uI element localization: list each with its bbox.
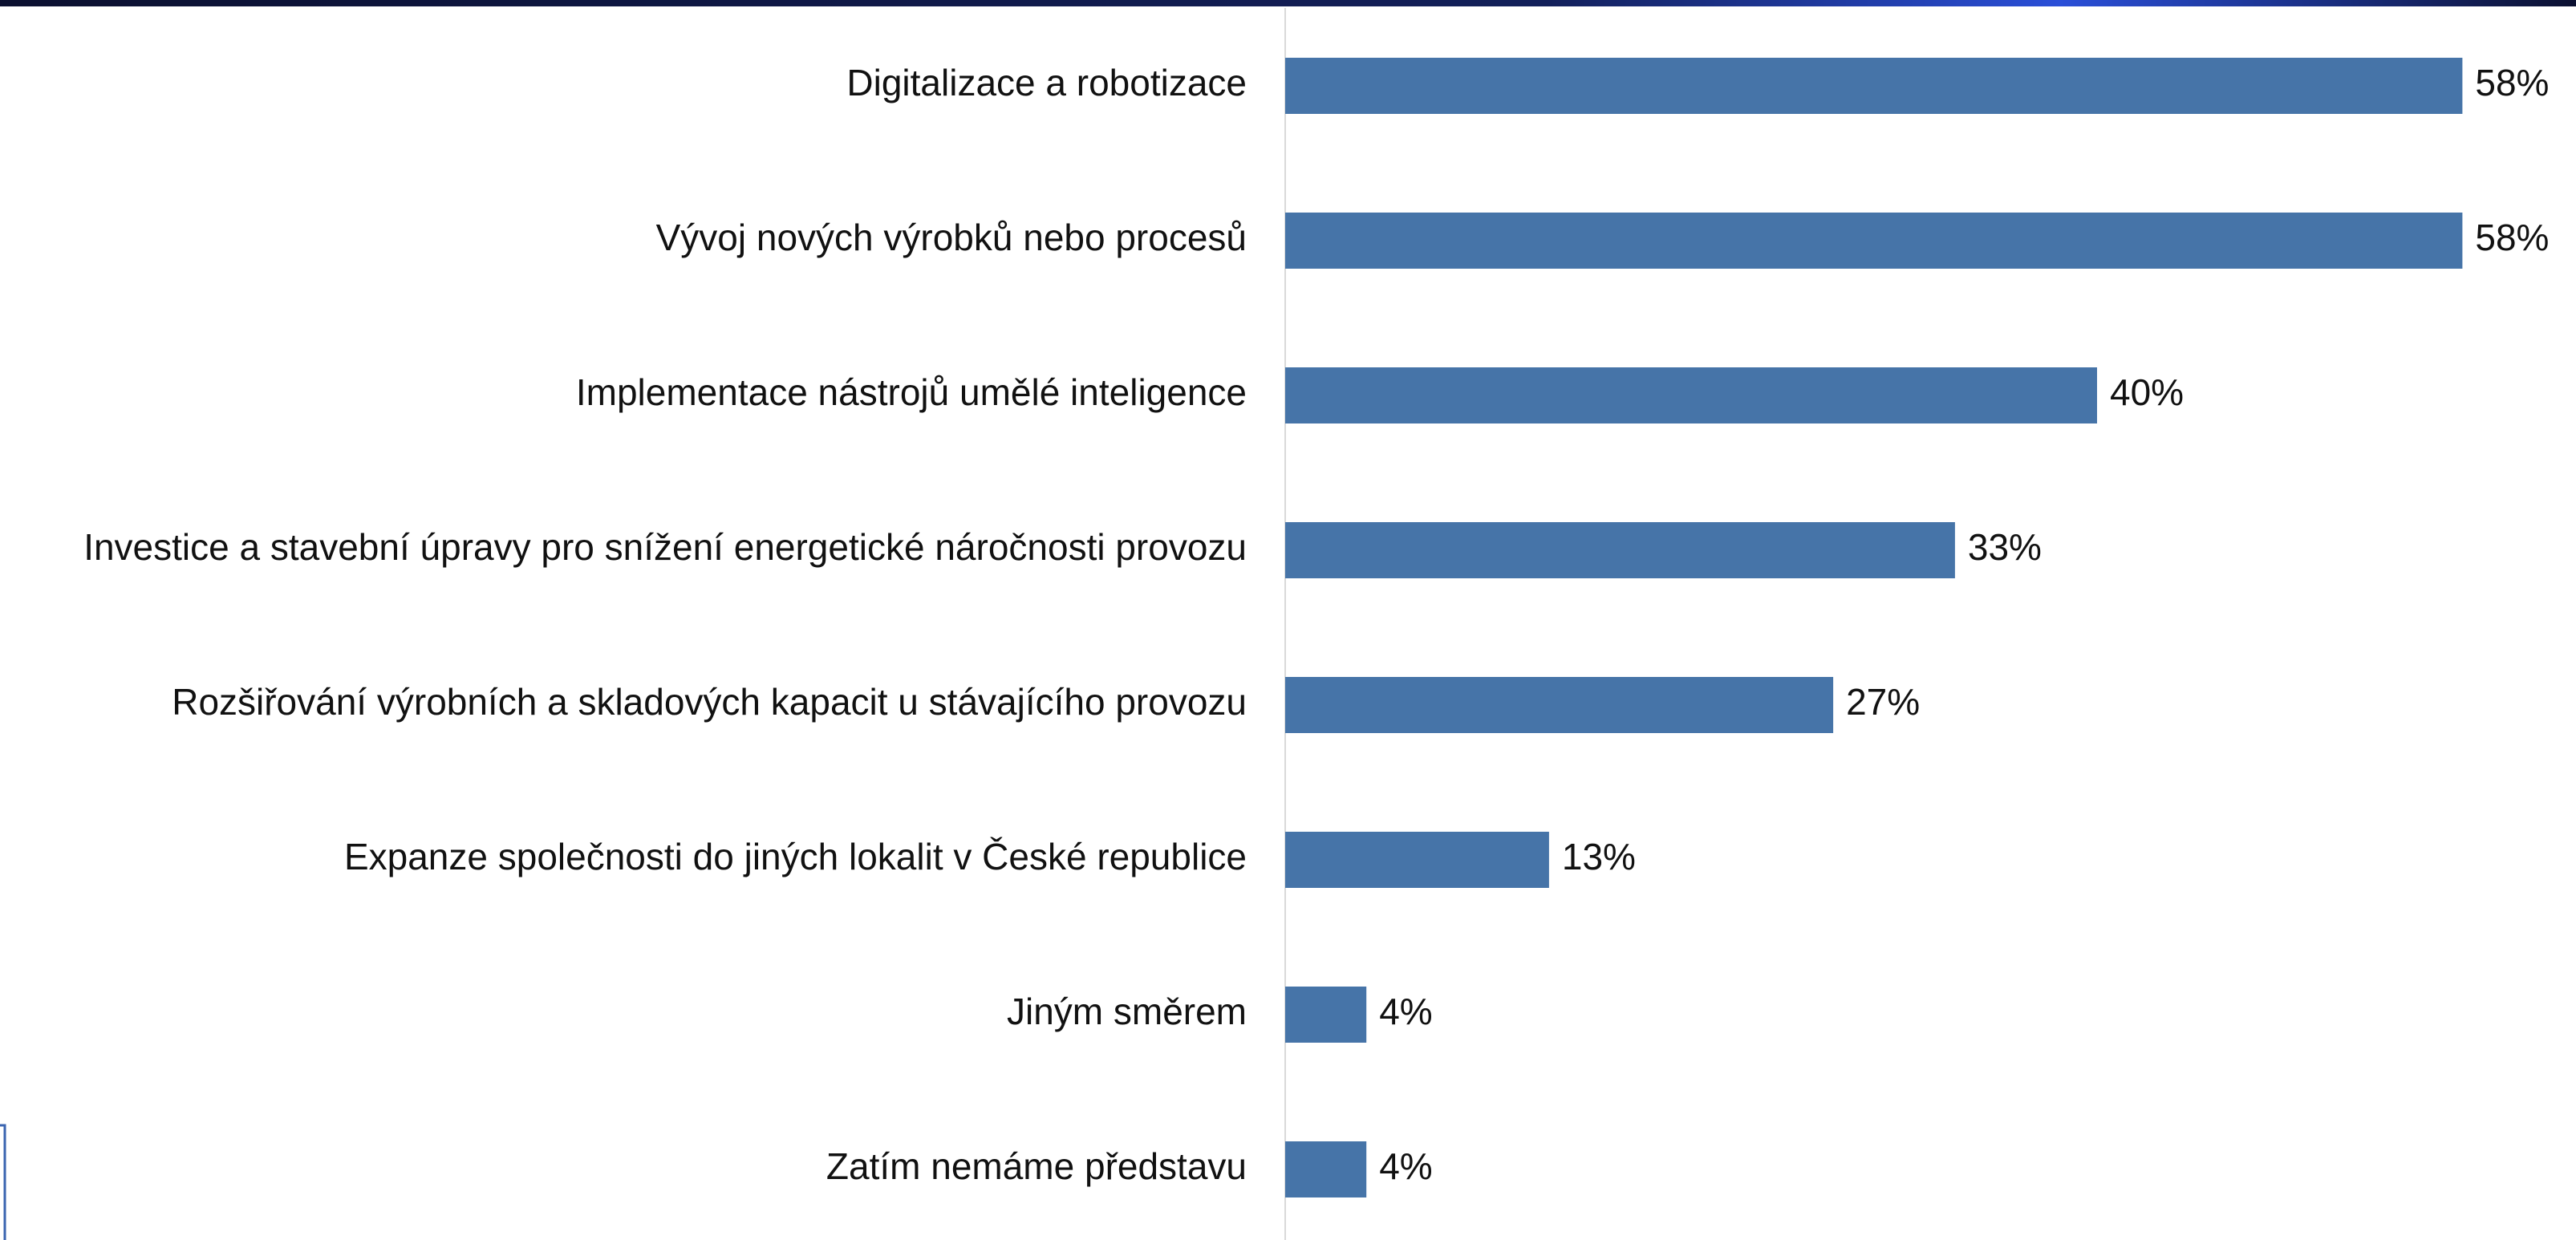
frame-fragment (0, 1124, 6, 1240)
bar (1285, 832, 1549, 888)
category-label: Vývoj nových výrobků nebo procesů (656, 217, 1247, 258)
value-label: 40% (2110, 371, 2184, 413)
value-label: 58% (2475, 217, 2549, 258)
value-label: 58% (2475, 62, 2549, 103)
bar (1285, 367, 2097, 423)
value-label: 27% (1846, 681, 1920, 723)
bar (1285, 1141, 1367, 1197)
category-label: Jiným směrem (1007, 991, 1247, 1032)
value-label: 13% (1562, 836, 1636, 877)
category-label: Rozšiřování výrobních a skladových kapac… (172, 681, 1247, 723)
value-label: 33% (1968, 526, 2042, 568)
category-label: Digitalizace a robotizace (846, 62, 1247, 103)
category-label: Zatím nemáme představu (826, 1145, 1247, 1187)
category-label: Expanze společnosti do jiných lokalit v … (344, 836, 1247, 877)
top-bar (0, 0, 2576, 6)
value-label: 4% (1379, 991, 1432, 1032)
value-label: 4% (1379, 1145, 1432, 1187)
bar (1285, 213, 2463, 269)
category-label: Investice a stavební úpravy pro snížení … (83, 526, 1247, 568)
category-label: Implementace nástrojů umělé inteligence (576, 371, 1247, 413)
bar (1285, 522, 1955, 578)
bar (1285, 987, 1367, 1043)
bar (1285, 677, 1834, 733)
bar (1285, 58, 2463, 114)
